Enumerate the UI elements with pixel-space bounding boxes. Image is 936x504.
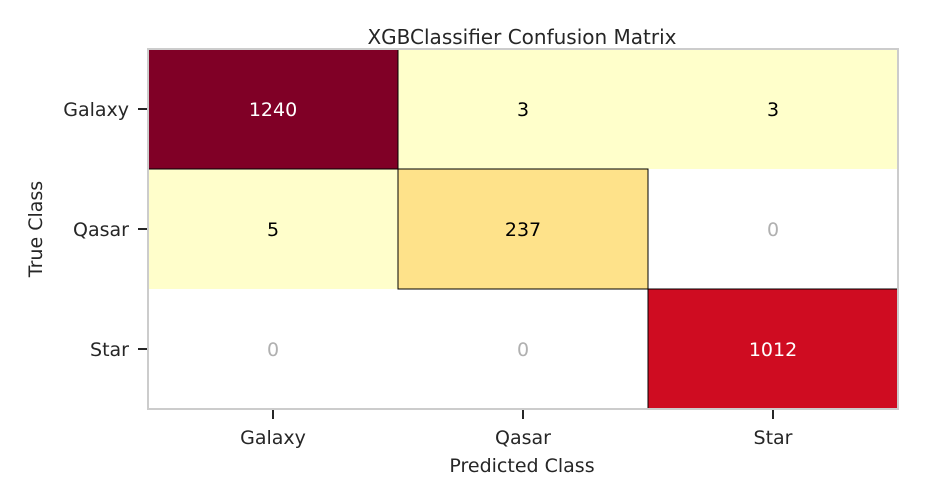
heatmap-cells [148, 49, 898, 409]
x-axis-label: Predicted Class [449, 455, 594, 477]
cell-label-1-0: 5 [267, 219, 279, 241]
cell-0-2 [648, 49, 898, 169]
x-tick-label: Star [754, 427, 793, 449]
chart-title: XGBClassifier Confusion Matrix [367, 25, 676, 49]
diagonal-outline-1 [397, 168, 649, 290]
y-tick-label: Star [90, 339, 129, 361]
cell-label-1-1: 237 [505, 219, 541, 241]
y-axis-label: True Class [25, 181, 47, 278]
cell-label-2-2: 1012 [749, 339, 797, 361]
x-tick-label: Qasar [495, 427, 551, 449]
cell-0-1 [398, 49, 648, 169]
y-tick-label: Qasar [73, 219, 129, 241]
cell-1-0 [148, 169, 398, 289]
plot-frame [147, 48, 899, 410]
cell-label-2-0: 0 [267, 339, 279, 361]
cell-1-1 [398, 169, 648, 289]
cell-label-0-2: 3 [767, 99, 779, 121]
x-axis-ticks: Galaxy Qasar Star [240, 410, 793, 449]
cell-label-2-1: 0 [517, 339, 529, 361]
cell-2-0 [148, 289, 398, 409]
cell-2-2 [648, 289, 898, 409]
cell-label-0-0: 1240 [249, 99, 297, 121]
cell-value-labels: 1240 3 3 5 237 0 0 0 1012 [249, 99, 797, 361]
cell-label-0-1: 3 [517, 99, 529, 121]
y-axis-ticks: Galaxy Qasar Star [63, 99, 147, 361]
cell-0-0 [148, 49, 398, 169]
cell-2-1 [398, 289, 648, 409]
y-tick-label: Galaxy [63, 99, 129, 121]
x-tick-label: Galaxy [240, 427, 306, 449]
cell-1-2 [648, 169, 898, 289]
cell-label-1-2: 0 [767, 219, 779, 241]
